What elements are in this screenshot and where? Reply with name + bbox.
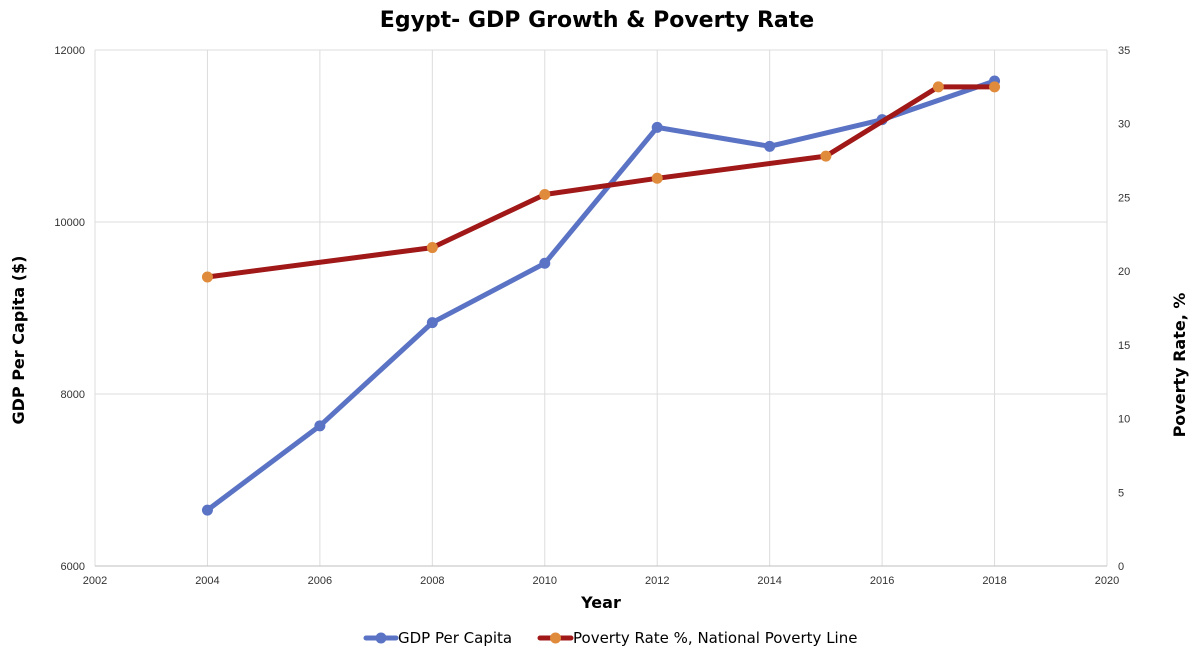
legend-label: GDP Per Capita [398,629,512,647]
data-point-1 [989,81,1001,93]
series-line-0 [204,78,998,513]
y-tick-label: 6000 [61,561,85,573]
x-tick-label: 2010 [533,575,557,587]
y-axis-title: GDP Per Capita ($) [9,256,28,425]
y2-axis-title: Poverty Rate, % [1170,293,1189,438]
x-tick-label: 2018 [982,575,1006,587]
gridlines [94,49,1108,567]
y2-tick-label: 15 [1118,340,1130,352]
y-tick-label: 10000 [54,217,85,229]
y-tick-label: 12000 [54,45,85,57]
y2-tick-label: 35 [1118,45,1130,57]
x-tick-label: 2016 [870,575,894,587]
x-axis-title: Year [580,593,621,612]
y2-tick-label: 30 [1118,119,1130,131]
x-tick-label: 2014 [757,575,781,587]
data-point-1 [820,150,832,162]
data-point-1 [932,81,944,93]
x-tick-label: 2020 [1095,575,1119,587]
y-tick-label: 8000 [61,389,85,401]
series-layer [201,75,1001,516]
legend-label: Poverty Rate %, National Poverty Line [573,629,857,647]
data-point-0 [539,257,551,269]
data-point-0 [201,504,213,516]
x-axis-ticks: 2002 2004 2006 2008 2010 2012 2014 2016 2018 2020 [83,575,1119,587]
data-point-0 [764,140,776,152]
series-line-1 [204,84,998,280]
chart-title: Egypt- GDP Growth & Poverty Rate [380,8,814,33]
data-point-0 [651,121,663,133]
data-point-0 [314,420,326,432]
y2-tick-label: 25 [1118,192,1130,204]
data-point-1 [651,172,663,184]
legend-swatch-marker [375,632,387,644]
data-point-1 [201,271,213,283]
data-point-0 [426,317,438,329]
y2-tick-label: 5 [1118,487,1124,499]
x-tick-label: 2012 [645,575,669,587]
x-tick-label: 2008 [420,575,444,587]
data-point-1 [539,188,551,200]
x-tick-label: 2006 [308,575,332,587]
legend: GDP Per Capita Poverty Rate %, National P… [363,629,857,647]
y2-tick-label: 10 [1118,414,1130,426]
y2-tick-label: 0 [1118,561,1124,573]
y2-axis-ticks: 0 5 10 15 20 25 30 35 [1118,45,1130,573]
x-tick-label: 2004 [195,575,219,587]
y-axis-ticks: 6000 8000 10000 12000 [54,45,85,573]
data-point-1 [426,242,438,254]
legend-swatch-marker [550,632,561,644]
x-tick-label: 2002 [83,575,107,587]
y2-tick-label: 20 [1118,266,1130,278]
